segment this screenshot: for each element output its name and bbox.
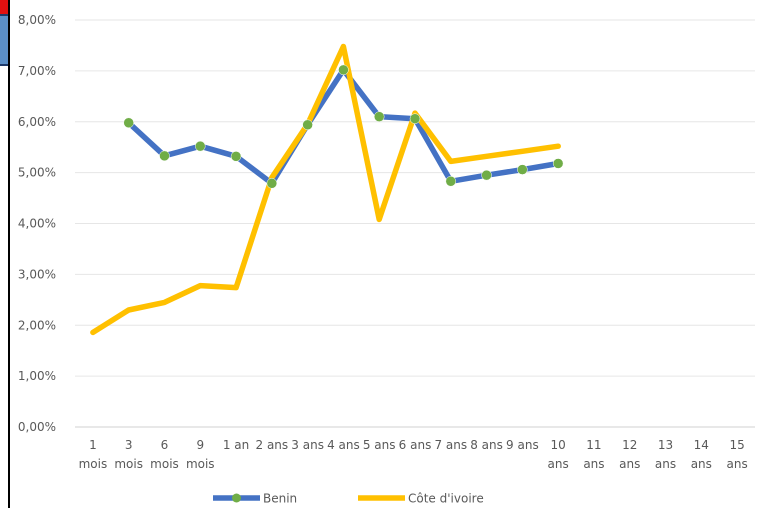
legend: Benin Côte d'ivoire [213,492,484,506]
benin-point [409,113,421,124]
x-tick-label: 5 ans [363,438,396,452]
y-tick-label: 1,00% [18,369,56,383]
y-tick-label: 0,00% [18,420,56,434]
gridlines [75,19,755,428]
x-tick-label: 13 ans [655,438,676,471]
benin-point [123,117,134,129]
legend-label-cote-divoire: Côte d'ivoire [408,492,484,506]
x-tick-label: 1 an [223,438,249,452]
x-tick-label: 15 ans [726,438,747,471]
legend-label-benin: Benin [263,492,297,506]
benin-point [266,178,278,189]
x-tick-label: 3 mois [114,438,143,471]
benin-point [445,176,457,187]
x-tick-label: 14 ans [691,438,712,471]
y-tick-label: 4,00% [18,217,56,231]
y-tick-label: 8,00% [18,13,56,27]
x-tick-label: 11 ans [583,438,604,471]
x-tick-label: 3 ans [291,438,324,452]
benin-point [552,158,564,169]
left-blue-tab [0,14,8,66]
left-window-edge [0,0,10,508]
series-lines [90,43,561,336]
x-tick-label: 12 ans [619,438,640,471]
y-axis-tick-labels: 0,00% 1,00% 2,00% 3,00% 4,00% 5,00% 6,00% 7,00%… [18,13,56,434]
y-tick-label: 5,00% [18,166,56,180]
x-tick-label: 1 mois [79,438,108,471]
x-tick-label: 10 ans [548,438,569,471]
series-line-cote-divoire [90,43,561,336]
benin-point [159,150,170,162]
benin-point [481,169,492,181]
x-tick-label: 9 mois [186,438,215,471]
x-tick-label: 8 ans [470,438,503,452]
x-tick-label: 2 ans [256,438,289,452]
series-line-benin [125,67,561,187]
benin-point [517,164,528,175]
y-tick-label: 2,00% [18,318,56,332]
x-tick-label: 7 ans [434,438,467,452]
left-red-marker [0,0,8,14]
benin-point [373,111,385,122]
x-tick-label: 6 ans [399,438,432,452]
x-tick-label: 9 ans [506,438,539,452]
benin-point [338,64,349,76]
series-markers [123,64,564,189]
y-tick-label: 7,00% [18,64,56,78]
x-tick-label: 4 ans [327,438,360,452]
x-tick-label: 6 mois [150,438,179,471]
benin-point [195,140,206,152]
benin-point [230,151,242,162]
legend-marker-benin [232,493,241,503]
y-tick-label: 3,00% [18,267,56,281]
y-tick-label: 6,00% [18,115,56,129]
benin-point [302,119,313,131]
